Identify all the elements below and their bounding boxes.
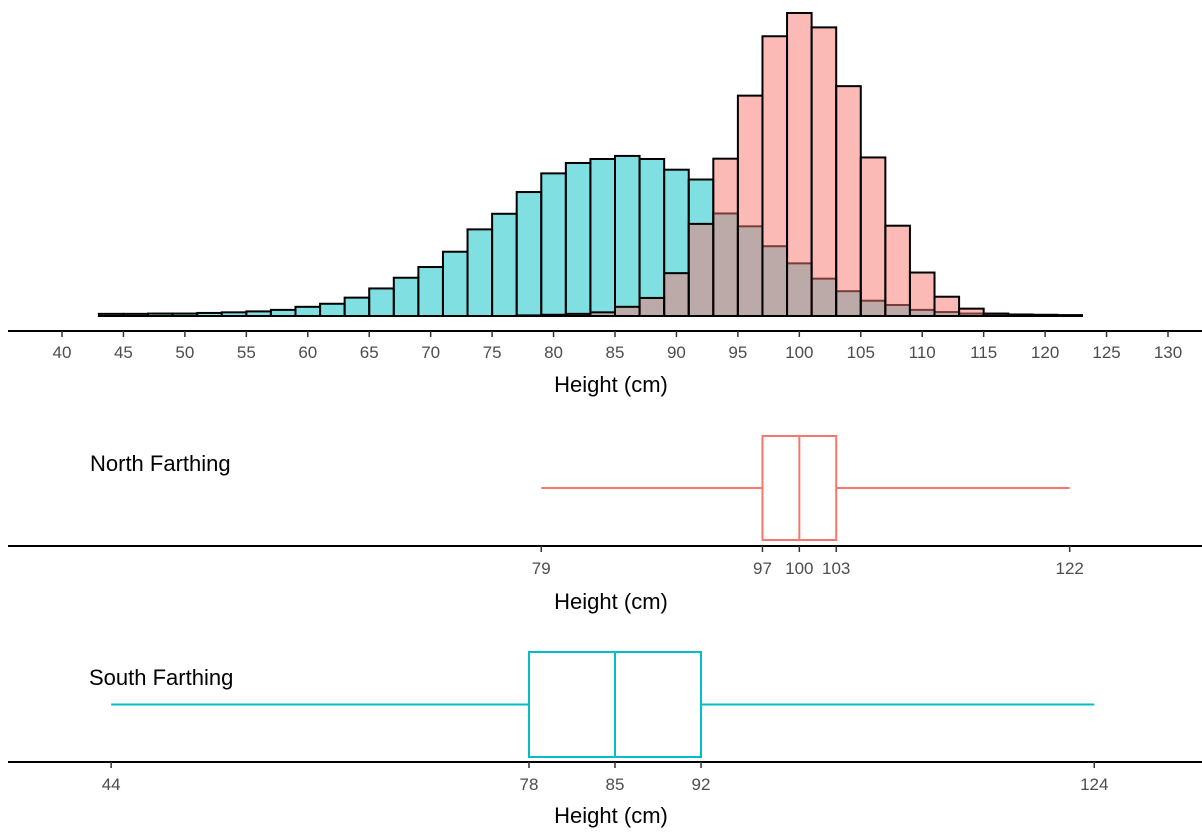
south-boxplot-label: South Farthing	[89, 665, 233, 690]
histogram-bar-north	[908, 271, 936, 318]
histogram-tick-label: 60	[298, 343, 317, 362]
boxplot-tick-label: 124	[1080, 775, 1108, 794]
histogram-tick-label: 55	[237, 343, 256, 362]
histogram-bar-north	[958, 307, 985, 317]
boxplot-tick-label: 79	[532, 559, 551, 578]
histogram-bar-north	[859, 156, 887, 317]
histogram-bar-south	[589, 157, 616, 317]
histogram-tick-label: 115	[970, 343, 997, 362]
histogram-bar-south	[245, 310, 272, 318]
boxplot-tick-label: 44	[102, 775, 121, 794]
histogram-bar-north	[933, 295, 961, 318]
histogram-bar-north	[614, 305, 641, 318]
histogram-bar-south	[220, 311, 248, 317]
south-boxplot	[111, 651, 1095, 758]
histogram-bar-south	[638, 157, 666, 317]
histogram-tick-label: 95	[728, 343, 747, 362]
histogram-bar-south	[147, 312, 174, 317]
south-boxplot-x-ticks: 44 78 85 92 124	[102, 762, 1108, 794]
boxplot-tick-label: 78	[520, 775, 539, 794]
histogram-bar-south	[392, 276, 420, 317]
histogram-bar-north	[835, 85, 862, 318]
histogram-bar-north	[687, 222, 715, 318]
histogram-bar-north	[712, 157, 739, 317]
histogram-bar-south	[319, 302, 346, 318]
north-boxplot	[541, 435, 1070, 541]
histogram-bar-south	[614, 154, 641, 317]
histogram-bar-south	[491, 212, 518, 317]
histogram-bar-south	[122, 312, 150, 317]
histogram-bar-south	[1056, 314, 1083, 317]
histogram-tick-label: 65	[360, 343, 379, 362]
south-boxplot-x-axis-title: Height (cm)	[554, 803, 668, 828]
histogram-bar-north	[1007, 314, 1034, 317]
histogram-bars-north	[515, 12, 1059, 318]
histogram-bar-north	[663, 272, 690, 317]
histogram-tick-label: 70	[421, 343, 440, 362]
histogram-x-ticks: 40 45 50 55 60 65 70 75 80 85 90 95 100 105 110 115 120 1…	[53, 331, 1182, 362]
histogram-bar-south	[343, 296, 371, 318]
histogram-tick-label: 130	[1154, 343, 1182, 362]
histogram-bar-south	[466, 228, 494, 318]
histogram-tick-label: 110	[909, 343, 936, 362]
histogram-tick-label: 45	[114, 343, 133, 362]
south-boxplot-panel: South Farthing 44 78 85 92 124 Height (cm)	[8, 651, 1202, 828]
north-boxplot-x-ticks: 79 97 100 103 122	[532, 546, 1084, 578]
boxplot-tick-label: 92	[692, 775, 711, 794]
histogram-tick-label: 120	[1031, 343, 1059, 362]
histogram-bar-south	[417, 266, 444, 317]
histogram-tick-label: 90	[667, 343, 686, 362]
histogram-tick-label: 125	[1092, 343, 1120, 362]
north-boxplot-label: North Farthing	[90, 451, 231, 476]
boxplot-tick-label: 103	[822, 559, 850, 578]
histogram-bar-south	[294, 305, 322, 318]
histogram-bar-south	[368, 287, 395, 318]
histogram-bar-north	[540, 313, 567, 317]
histogram-bar-south	[564, 161, 592, 317]
histogram-bar-north	[982, 312, 1010, 317]
histogram-tick-label: 100	[785, 343, 813, 362]
histogram-bar-south	[441, 250, 469, 317]
histogram-bar-north	[786, 12, 813, 317]
histogram-panel: 40 45 50 55 60 65 70 75 80 85 90 95 100 105 110 115 120 1…	[8, 12, 1202, 397]
histogram-bar-north	[761, 35, 789, 317]
histogram-tick-label: 105	[847, 343, 875, 362]
histogram-bar-north	[564, 312, 592, 317]
histogram-bar-north	[884, 224, 911, 318]
histogram-tick-label: 40	[53, 343, 72, 362]
histogram-bar-north	[515, 314, 543, 318]
histogram-tick-label: 75	[483, 343, 502, 362]
histogram-tick-label: 80	[544, 343, 563, 362]
north-boxplot-x-axis-title: Height (cm)	[554, 589, 668, 614]
boxplot-tick-label: 97	[753, 559, 772, 578]
histogram-bar-south	[515, 191, 543, 317]
north-boxplot-panel: North Farthing 79 97 100 103 122 Height (cm)	[8, 435, 1202, 614]
histogram-x-axis-title: Height (cm)	[554, 372, 668, 397]
histogram-bar-south	[97, 312, 125, 317]
histogram-bar-north	[589, 311, 616, 317]
histogram-bar-south	[540, 172, 567, 317]
boxplot-tick-label: 100	[785, 559, 813, 578]
boxplot-tick-label: 122	[1056, 559, 1084, 578]
histogram-bar-north	[736, 94, 764, 317]
histogram-bar-south	[196, 311, 223, 318]
histogram-bar-north	[810, 26, 838, 317]
histogram-tick-label: 50	[175, 343, 194, 362]
histogram-tick-label: 85	[606, 343, 625, 362]
boxplot-tick-label: 85	[606, 775, 625, 794]
histogram-bar-south	[269, 308, 297, 318]
histogram-bar-south	[171, 312, 199, 317]
histogram-bar-north	[638, 296, 666, 318]
